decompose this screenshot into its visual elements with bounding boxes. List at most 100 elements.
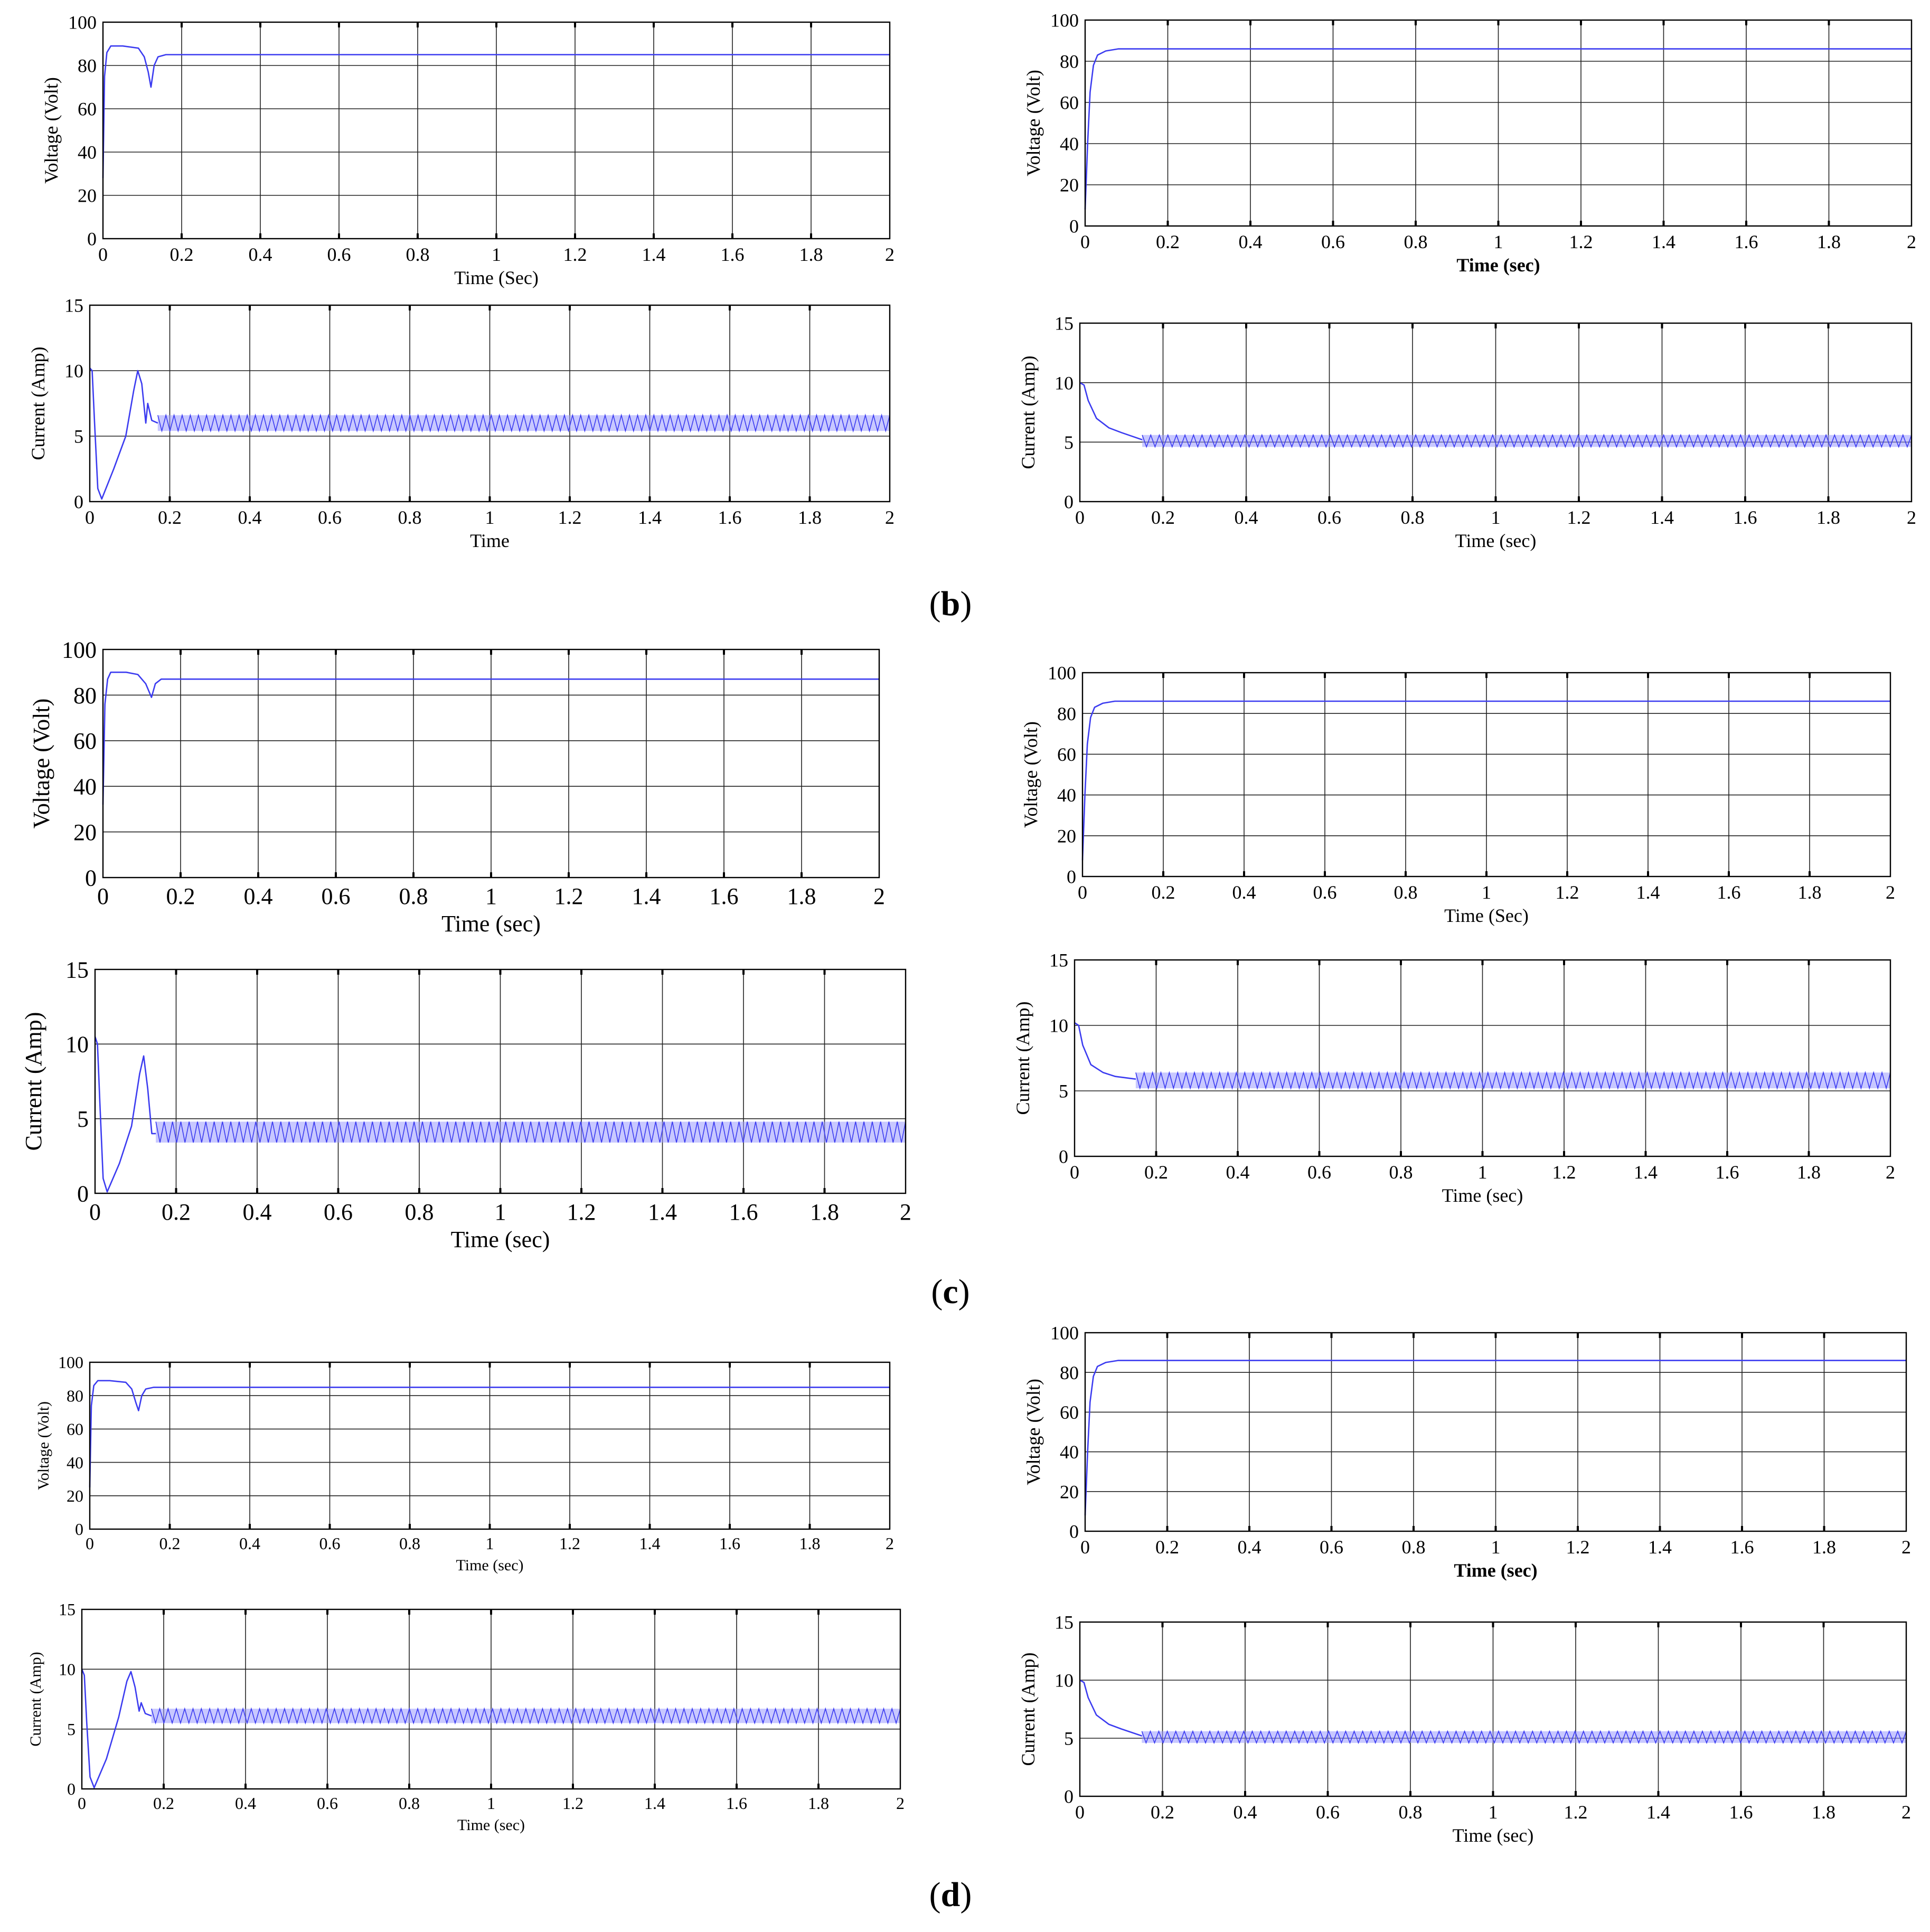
c-left-current-xtick-label-10: 2 — [900, 1199, 911, 1225]
b-right-voltage-xlabel: Time (sec) — [1456, 255, 1540, 276]
c-right-current-xtick-label-2: 0.4 — [1226, 1162, 1250, 1183]
c-left-voltage-xtick-label-2: 0.4 — [244, 883, 273, 909]
b-right-voltage-xtick-label-8: 1.6 — [1735, 231, 1758, 252]
d-left-current-xtick-label-10: 2 — [896, 1794, 905, 1813]
d-right-current-ytick-label-2: 10 — [1055, 1670, 1074, 1691]
c-left-current-xtick-label-6: 1.2 — [567, 1199, 596, 1225]
c-right-current-xtick-label-7: 1.4 — [1634, 1162, 1658, 1183]
c-right-voltage-trace — [1081, 700, 1890, 861]
panel-label-c: (c) — [931, 1273, 969, 1311]
d-left-voltage-xtick-label-7: 1.4 — [639, 1534, 661, 1553]
d-left-current-xtick-label-8: 1.6 — [726, 1794, 747, 1813]
b-right-voltage-ytick-label-0: 0 — [1069, 216, 1079, 237]
d-left-current-xlabel: Time (sec) — [457, 1816, 525, 1834]
c-right-current-xtick-label-1: 0.2 — [1144, 1162, 1168, 1183]
b-right-current-xtick-label-0: 0 — [1075, 507, 1085, 528]
b-right-voltage-ytick-label-3: 60 — [1060, 92, 1079, 114]
b-left-voltage-ytick-label-2: 40 — [78, 142, 97, 163]
c-right-voltage-xtick-label-2: 0.4 — [1232, 882, 1256, 903]
c-left-current-ylabel: Current (Amp) — [21, 1012, 46, 1151]
d-left-voltage-xtick-label-8: 1.6 — [719, 1534, 740, 1553]
c-left-current-frame — [94, 968, 907, 1194]
d-right-current-xtick-label-9: 1.8 — [1812, 1802, 1835, 1823]
b-right-voltage-xtick-label-2: 0.4 — [1239, 231, 1263, 252]
d-left-current-ripple-trace — [151, 1707, 901, 1725]
c-right-current-ylabel: Current (Amp) — [1012, 1002, 1033, 1115]
b-left-voltage-trace — [102, 45, 890, 178]
b-right-voltage-xtick-label-6: 1.2 — [1569, 231, 1593, 252]
b-left-current-xlabel: Time — [470, 530, 510, 551]
b-right-voltage-xtick-label-10: 2 — [1907, 231, 1916, 252]
d-left-voltage-xtick-label-2: 0.4 — [239, 1534, 260, 1553]
d-right-current-xtick-label-0: 0 — [1075, 1802, 1085, 1823]
b-right-current-xtick-label-3: 0.6 — [1317, 507, 1341, 528]
d-right-current-xtick-label-7: 1.4 — [1646, 1802, 1670, 1823]
c-right-voltage-ytick-label-1: 20 — [1057, 825, 1076, 846]
b-left-voltage-xtick-label-1: 0.2 — [170, 244, 194, 265]
c-right-voltage-ytick-label-5: 100 — [1048, 663, 1076, 684]
c-left-current-ytick-label-1: 5 — [77, 1106, 89, 1132]
d-right-voltage-ytick-label-2: 40 — [1060, 1441, 1079, 1463]
b-left-current-xtick-label-1: 0.2 — [158, 507, 182, 528]
c-right-current-ripple-band — [1135, 1072, 1890, 1089]
d-left-current-xtick-label-1: 0.2 — [153, 1794, 174, 1813]
d-right-current-xtick-label-2: 0.4 — [1234, 1802, 1257, 1823]
d-right-voltage-frame — [1084, 1332, 1907, 1532]
d-left-current-xtick-label-7: 1.4 — [644, 1794, 665, 1813]
b-right-voltage-xtick-label-3: 0.6 — [1321, 231, 1345, 252]
c-left-current-xtick-label-0: 0 — [89, 1199, 101, 1225]
c-left-current-xtick-label-9: 1.8 — [810, 1199, 839, 1225]
c-left-current-xlabel: Time (sec) — [451, 1227, 550, 1252]
d-right-current-xtick-label-10: 2 — [1901, 1802, 1911, 1823]
b-left-voltage-ytick-label-0: 0 — [87, 229, 97, 250]
b-left-current-xtick-label-0: 0 — [85, 507, 95, 528]
c-right-voltage-xlabel: Time (Sec) — [1444, 905, 1529, 926]
b-left-current-chart: 0 0.2 0.4 0.6 0.8 1 1.2 1.4 1.6 1.8 2 0 5 10 15 Time Cur… — [27, 295, 895, 551]
d-right-voltage-ytick-label-0: 0 — [1069, 1521, 1079, 1542]
c-right-current-xlabel: Time (sec) — [1442, 1185, 1523, 1206]
c-left-current-ripple-trace — [155, 1121, 906, 1143]
d-left-current-ytick-label-0: 0 — [67, 1779, 76, 1798]
d-right-voltage-chart: 0 0.2 0.4 0.6 0.8 1 1.2 1.4 1.6 1.8 2020406080100T… — [1023, 1323, 1911, 1581]
d-left-current-xtick-label-6: 1.2 — [562, 1794, 583, 1813]
d-left-voltage-trace — [89, 1380, 890, 1488]
c-left-current-xtick-label-5: 1 — [495, 1199, 506, 1225]
b-right-current-chart: 0 0.2 0.4 0.6 0.8 1 1.2 1.4 1.6 1.8 2 0 5 10 15 Time (s… — [1018, 313, 1916, 551]
d-left-current-ytick-label-1: 5 — [67, 1720, 76, 1739]
panel-label-b: (b) — [929, 585, 972, 623]
c-right-voltage-xtick-label-4: 0.8 — [1394, 882, 1418, 903]
d-left-current-frame — [81, 1608, 901, 1790]
c-left-current-ytick-label-2: 10 — [65, 1032, 89, 1058]
c-right-current-frame — [1074, 959, 1891, 1157]
b-left-voltage-xtick-label-6: 1.2 — [563, 244, 587, 265]
d-left-current-xtick-label-3: 0.6 — [317, 1794, 338, 1813]
d-right-current-xtick-label-6: 1.2 — [1564, 1802, 1588, 1823]
b-right-current-xtick-label-6: 1.2 — [1567, 507, 1591, 528]
b-left-voltage-xtick-label-2: 0.4 — [249, 244, 272, 265]
c-left-voltage-trace — [102, 671, 879, 805]
b-left-current-ytick-label-0: 0 — [74, 492, 83, 513]
b-left-voltage-frame — [102, 21, 891, 240]
c-right-voltage-xtick-label-0: 0 — [1078, 882, 1087, 903]
d-right-current-xlabel: Time (sec) — [1453, 1825, 1534, 1846]
b-left-voltage-xtick-label-7: 1.4 — [642, 244, 666, 265]
b-left-current-ripple-band — [157, 415, 890, 431]
b-right-voltage-ytick-label-4: 80 — [1060, 51, 1079, 72]
b-left-voltage-chart: 0 0.2 0.4 0.6 0.8 1 1.2 1.4 1.6 1.8 2020406080100T… — [41, 12, 895, 288]
c-left-current-chart: 0 0.2 0.4 0.6 0.8 1 1.2 1.4 1.6 1.8 2 0 5 10 15 Time (s… — [21, 957, 911, 1252]
b-right-voltage-ytick-label-5: 100 — [1050, 10, 1079, 31]
c-left-current-ytick-label-3: 15 — [65, 957, 89, 983]
c-left-current-ripple-band — [156, 1121, 906, 1143]
b-right-current-ytick-label-2: 10 — [1055, 372, 1074, 393]
b-left-voltage-ytick-label-4: 80 — [78, 55, 97, 77]
c-left-voltage-xtick-label-3: 0.6 — [322, 883, 351, 909]
c-left-current-xtick-label-1: 0.2 — [162, 1199, 191, 1225]
d-left-voltage-ytick-label-2: 40 — [67, 1453, 83, 1472]
b-right-voltage-xtick-label-5: 1 — [1494, 231, 1503, 252]
d-right-current-ytick-label-0: 0 — [1064, 1786, 1074, 1807]
d-right-voltage-xlabel: Time (sec) — [1454, 1560, 1537, 1581]
d-right-current-trace — [1079, 1679, 1142, 1737]
c-right-current-xtick-label-10: 2 — [1886, 1162, 1895, 1183]
d-left-voltage-ytick-label-5: 100 — [58, 1353, 83, 1372]
